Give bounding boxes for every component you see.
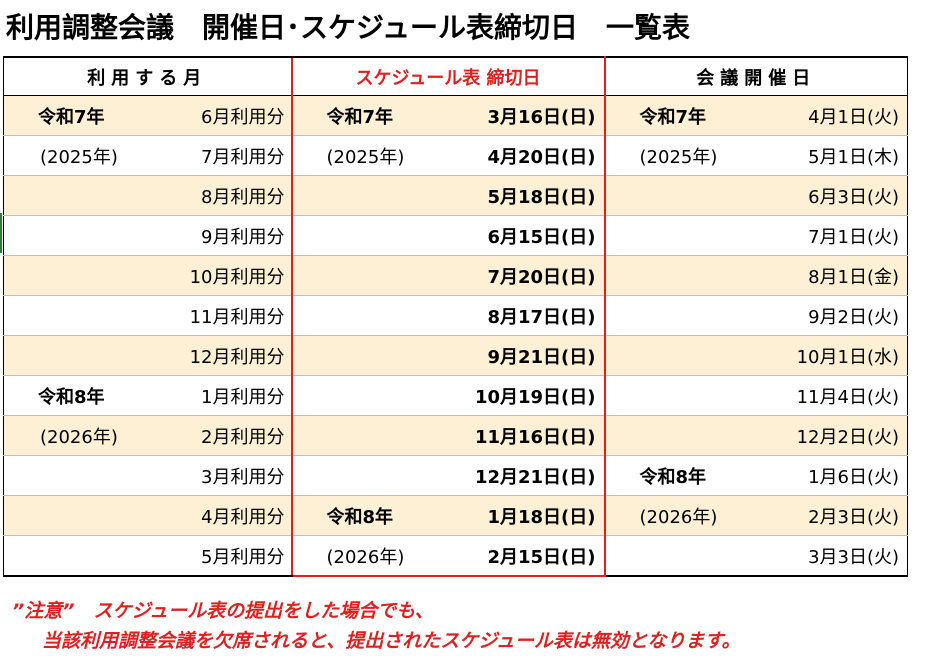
deadline-date-cell: 11月16日(日): [436, 415, 606, 456]
deadline-date-cell: 9月21日(日): [436, 335, 606, 376]
deadline-era-cell: [290, 295, 437, 336]
meeting-date-cell: 7月1日(火): [749, 215, 909, 256]
table-row: 令和8年 1月利用分 10月19日(日) 11月4日(火): [3, 375, 909, 416]
meeting-era-cell: [604, 215, 750, 256]
deadline-era-cell: [290, 255, 437, 296]
deadline-date-cell: 4月20日(日): [436, 135, 606, 176]
deadline-date-cell: 5月18日(日): [436, 175, 606, 216]
meeting-era-cell: 令和8年: [604, 455, 750, 496]
meeting-date-cell: 8月1日(金): [749, 255, 909, 296]
table-row: 10月利用分 7月20日(日) 8月1日(金): [3, 255, 909, 296]
era-cell: 令和7年: [3, 95, 149, 136]
meeting-era-cell: (2026年): [604, 495, 750, 536]
row-selection-marker: [0, 213, 2, 253]
table-row: 12月利用分 9月21日(日) 10月1日(水): [3, 335, 909, 376]
meeting-date-cell: 4月1日(火): [749, 95, 909, 136]
meeting-era-cell: [604, 175, 750, 216]
era-cell: [3, 455, 149, 496]
deadline-date-cell: 10月19日(日): [436, 375, 606, 416]
table-row: (2025年) 7月利用分 (2025年) 4月20日(日) (2025年) 5月1日(木…: [3, 135, 909, 176]
meeting-date-cell: 11月4日(火): [749, 375, 909, 416]
header-row: 利用する月 スケジュール表 締切日 会議開催日: [3, 56, 909, 96]
table-row: 8月利用分 5月18日(日) 6月3日(火): [3, 175, 909, 216]
deadline-era-cell: (2025年): [290, 135, 437, 176]
header-month: 利用する月: [3, 56, 292, 96]
meeting-date-cell: 9月2日(火): [749, 295, 909, 336]
era-cell: [3, 255, 149, 296]
era-cell: 令和8年: [3, 375, 149, 416]
era-cell: [3, 295, 149, 336]
usage-month-cell: 10月利用分: [148, 255, 292, 296]
usage-month-cell: 7月利用分: [148, 135, 292, 176]
usage-month-cell: 1月利用分: [148, 375, 292, 416]
table-row: 令和7年 6月利用分 令和7年 3月16日(日) 令和7年 4月1日(火): [3, 95, 909, 136]
meeting-era-cell: [604, 415, 750, 456]
usage-month-cell: 8月利用分: [148, 175, 292, 216]
table-row: 3月利用分 12月21日(日) 令和8年 1月6日(火): [3, 455, 909, 496]
meeting-era-cell: (2025年): [604, 135, 750, 176]
table-row: 9月利用分 6月15日(日) 7月1日(火): [3, 215, 909, 256]
page-title: 利用調整会議 開催日･スケジュール表締切日 一覧表: [6, 11, 691, 44]
usage-month-cell: 6月利用分: [148, 95, 292, 136]
table-row: (2026年) 2月利用分 11月16日(日) 12月2日(火): [3, 415, 909, 456]
deadline-era-cell: (2026年): [290, 535, 437, 577]
deadline-era-cell: 令和7年: [290, 95, 437, 136]
table-row: 5月利用分 (2026年) 2月15日(日) 3月3日(火): [3, 535, 909, 577]
meeting-era-cell: 令和7年: [604, 95, 750, 136]
meeting-era-cell: [604, 335, 750, 376]
deadline-date-cell: 2月15日(日): [436, 535, 606, 577]
meeting-date-cell: 3月3日(火): [749, 535, 909, 577]
era-cell: [3, 535, 149, 577]
deadline-era-cell: [290, 335, 437, 376]
deadline-date-cell: 3月16日(日): [436, 95, 606, 136]
era-cell: (2026年): [3, 415, 149, 456]
schedule-table: 利用する月 スケジュール表 締切日 会議開催日 令和7年 6月利用分 令和7年 3月1…: [3, 56, 909, 577]
deadline-era-cell: [290, 175, 437, 216]
meeting-era-cell: [604, 535, 750, 577]
meeting-date-cell: 6月3日(火): [749, 175, 909, 216]
era-cell: [3, 495, 149, 536]
usage-month-cell: 4月利用分: [148, 495, 292, 536]
usage-month-cell: 5月利用分: [148, 535, 292, 577]
deadline-era-cell: 令和8年: [290, 495, 437, 536]
deadline-date-cell: 8月17日(日): [436, 295, 606, 336]
usage-month-cell: 12月利用分: [148, 335, 292, 376]
meeting-date-cell: 1月6日(火): [749, 455, 909, 496]
meeting-date-cell: 5月1日(木): [749, 135, 909, 176]
meeting-date-cell: 12月2日(火): [749, 415, 909, 456]
usage-month-cell: 3月利用分: [148, 455, 292, 496]
era-cell: [3, 215, 149, 256]
meeting-date-cell: 10月1日(水): [749, 335, 909, 376]
deadline-era-cell: [290, 375, 437, 416]
meeting-era-cell: [604, 375, 750, 416]
usage-month-cell: 9月利用分: [148, 215, 292, 256]
deadline-date-cell: 12月21日(日): [436, 455, 606, 496]
usage-month-cell: 11月利用分: [148, 295, 292, 336]
table-row: 11月利用分 8月17日(日) 9月2日(火): [3, 295, 909, 336]
header-meeting: 会議開催日: [604, 56, 909, 96]
deadline-date-cell: 7月20日(日): [436, 255, 606, 296]
note-warning-line1: ”注意” スケジュール表の提出をした場合でも、: [12, 600, 434, 622]
schedule-table-container: 利用する月 スケジュール表 締切日 会議開催日 令和7年 6月利用分 令和7年 3月1…: [3, 56, 909, 577]
meeting-era-cell: [604, 295, 750, 336]
era-cell: [3, 175, 149, 216]
meeting-era-cell: [604, 255, 750, 296]
deadline-era-cell: [290, 455, 437, 496]
era-cell: [3, 335, 149, 376]
meeting-date-cell: 2月3日(火): [749, 495, 909, 536]
header-deadline: スケジュール表 締切日: [290, 56, 606, 96]
deadline-era-cell: [290, 415, 437, 456]
era-cell: (2025年): [3, 135, 149, 176]
deadline-date-cell: 1月18日(日): [436, 495, 606, 536]
table-row: 4月利用分 令和8年 1月18日(日) (2026年) 2月3日(火): [3, 495, 909, 536]
deadline-era-cell: [290, 215, 437, 256]
note-warning-line2: 当該利用調整会議を欠席されると、提出されたスケジュール表は無効となります。: [42, 630, 741, 652]
deadline-date-cell: 6月15日(日): [436, 215, 606, 256]
usage-month-cell: 2月利用分: [148, 415, 292, 456]
